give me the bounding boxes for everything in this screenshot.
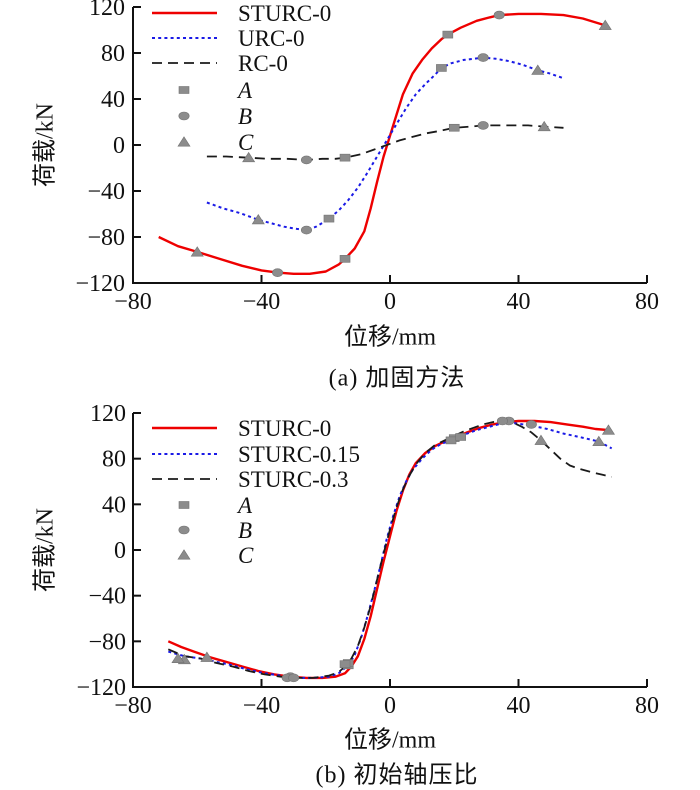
marker-C-a <box>242 151 256 163</box>
marker-C-b <box>534 434 548 445</box>
y-axis-label-a: 荷载/kN <box>32 103 59 187</box>
y-tick-label-b: −80 <box>88 629 126 655</box>
marker-A-a <box>448 123 460 132</box>
y-tick-label-b: −120 <box>76 675 126 701</box>
series-line-STURC-0.3 <box>167 420 612 679</box>
marker-A-a <box>323 214 335 223</box>
marker-C-a <box>598 19 612 30</box>
marker-C-b <box>200 651 214 662</box>
series-line-STURC-0 <box>158 12 606 275</box>
legend-square-icon <box>178 501 190 509</box>
y-tick-label-a: −80 <box>87 225 125 251</box>
legend-label-URC-0: URC-0 <box>238 26 304 51</box>
marker-C-a <box>251 213 265 225</box>
marker-C-b <box>171 652 185 663</box>
x-tick-label-b: 80 <box>635 693 659 719</box>
axes-a <box>132 7 647 284</box>
marker-C-b <box>592 435 606 447</box>
legend-label-STURC-0: STURC-0 <box>238 1 331 26</box>
marker-A-a <box>339 255 351 263</box>
y-tick-label-b: 0 <box>114 538 126 564</box>
marker-B-a <box>272 268 284 277</box>
x-tick-label-b: −80 <box>114 693 152 719</box>
legend-label-STURC-0.3: STURC-0.3 <box>238 467 349 492</box>
x-tick-label-a: 40 <box>507 289 531 315</box>
caption-a: (a) 加固方法 <box>328 365 466 392</box>
y-tick-label-b: −40 <box>88 584 126 610</box>
y-axis-label-b: 荷载/kN <box>32 508 59 592</box>
marker-B-a <box>300 155 312 165</box>
x-axis-label-b: 位移/mm <box>343 727 437 754</box>
marker-C-a <box>190 246 204 257</box>
legend-square-icon <box>178 86 190 94</box>
series-line-STURC-0.15 <box>168 422 613 679</box>
x-tick-label-a: 0 <box>384 289 396 315</box>
marker-C-a <box>531 64 545 75</box>
y-tick-label-a: 80 <box>101 41 125 67</box>
legend-label-A-b: A <box>236 493 253 518</box>
marker-A-b <box>455 433 466 441</box>
marker-B-a <box>477 53 489 62</box>
y-tick-label-b: 40 <box>102 492 126 518</box>
marker-B-a <box>493 10 505 20</box>
legend-triangle-icon <box>177 136 191 147</box>
x-tick-label-b: 0 <box>384 693 396 719</box>
series-line-URC-0 <box>206 56 564 232</box>
x-tick-label-a: −40 <box>243 289 281 315</box>
x-tick-label-a: 80 <box>635 289 659 315</box>
legend-label-C-b: C <box>238 543 254 568</box>
marker-A-a <box>436 64 447 72</box>
marker-A-a <box>339 153 351 162</box>
y-tick-label-a: 120 <box>89 0 125 21</box>
legend-label-A-a: A <box>236 78 253 103</box>
marker-A-b <box>339 660 351 668</box>
marker-A-b <box>445 436 457 445</box>
y-tick-label-a: −40 <box>87 179 125 205</box>
y-tick-label-b: 80 <box>102 447 126 473</box>
marker-C-a <box>537 120 551 132</box>
legend-circle-icon <box>178 525 190 535</box>
marker-B-a <box>477 121 489 130</box>
marker-B-a <box>300 225 312 235</box>
series-line-STURC-0 <box>167 419 609 680</box>
x-tick-label-b: 40 <box>507 693 531 719</box>
legend-circle-icon <box>178 111 190 121</box>
y-tick-label-a: 0 <box>113 133 125 159</box>
legend-label-STURC-0.15: STURC-0.15 <box>238 442 360 467</box>
legend-label-B-b: B <box>238 518 252 543</box>
y-tick-label-b: 120 <box>90 401 126 427</box>
marker-A-a <box>442 30 454 39</box>
marker-C-b <box>601 424 615 435</box>
marker-B-b <box>525 420 537 429</box>
marker-B-b <box>288 673 300 683</box>
x-axis-label-a: 位移/mm <box>343 324 437 351</box>
y-tick-label-a: −120 <box>75 271 125 297</box>
marker-B-b <box>496 416 508 426</box>
y-tick-label-a: 40 <box>101 87 125 113</box>
legend-label-C-a: C <box>238 130 254 155</box>
legend-label-B-a: B <box>238 104 252 129</box>
caption-b: (b) 初始轴压比 <box>315 762 479 789</box>
x-tick-label-a: −80 <box>114 289 152 315</box>
x-tick-label-b: −40 <box>243 693 281 719</box>
legend-label-STURC-0: STURC-0 <box>238 416 331 441</box>
legend-label-RC-0: RC-0 <box>238 51 288 76</box>
legend-triangle-icon <box>177 549 191 560</box>
